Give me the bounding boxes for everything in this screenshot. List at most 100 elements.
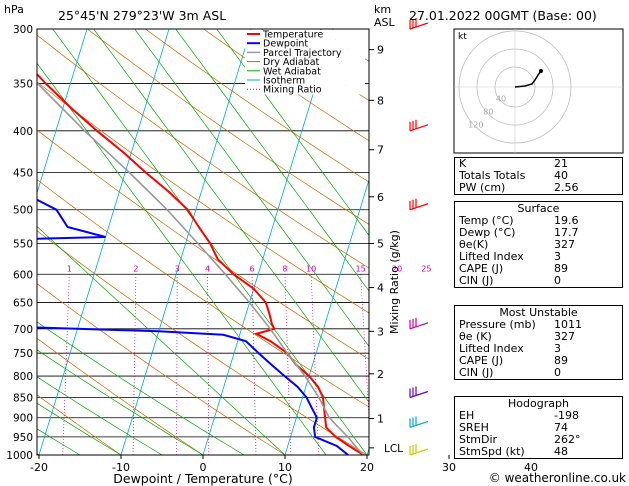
isotherm-line [284,178,369,455]
km-tick-label: 3 [377,325,384,338]
surface-theta-label: θe(K) [459,238,489,251]
dry-adiabat-line [37,394,122,455]
mu-pressure-label: Pressure (mb) [459,318,536,331]
pressure-tick-label: 900 [13,413,33,425]
x-tick-label: 0 [200,461,207,474]
hodograph-ring-label: 80 [483,107,493,116]
x-tick-label: 20 [360,461,374,474]
pressure-tick-label: 1000 [6,450,33,462]
wet-adiabat-line [37,225,286,455]
mixing-ratio-label: 15 [355,264,365,273]
hodograph-title: Hodograph [508,397,569,410]
km-tick-label: 7 [377,144,384,157]
surface-cin-label: CIN (J) [459,274,494,287]
mixing-ratio-labels: 1 2 3 4 6 8 10 15 20 25 [67,264,432,273]
mixing-ratio-line [176,274,178,455]
dry-adiabat-line [37,81,369,314]
dewpoint-line [37,198,349,455]
mixing-ratio-line [207,274,210,455]
k-index-value: 21 [554,157,568,170]
wet-adiabat-line [37,402,122,455]
isotherm-line [37,29,88,195]
wet-adiabat-line [93,29,369,403]
mu-li-value: 3 [554,342,561,355]
dry-adiabat-line [37,337,204,455]
stmspd-value: 48 [554,445,568,458]
wet-adiabat-line [37,349,204,455]
mu-li-label: Lifted Index [459,342,524,355]
pressure-tick-label: 600 [13,269,33,281]
dry-adiabat-line [37,129,369,360]
dry-adiabat-line [37,179,369,408]
mixing-ratio-line [426,274,441,455]
hodograph-ring-label: 120 [468,120,483,129]
surface-cape-value: 89 [554,262,568,275]
totals-totals-label: Totals Totals [459,169,526,182]
legend-label: Mixing Ratio [263,85,322,96]
pressure-tick-label: 850 [13,392,33,404]
mixing-ratio-label: 4 [205,264,210,273]
isotherm-line [120,29,252,455]
mixing-ratio-line [284,274,292,455]
mixing-ratio-label: 3 [175,264,180,273]
wet-adiabat-line [52,29,368,455]
surface-title: Surface [517,202,560,215]
legend-bg [245,48,365,58]
wet-adiabat-line [37,321,245,455]
sreh-value: 74 [554,421,568,434]
hodograph-table: Hodograph EH -198 SREH 74 StmDir 262° StmSp… [454,396,623,459]
eh-value: -198 [554,409,579,422]
legend-label: Dewpoint [263,39,308,50]
pressure-tick-label: 450 [13,167,33,179]
km-tick-label: 1 [377,413,384,426]
pressure-tick-label: 750 [13,348,33,360]
km-tick-label: 5 [377,237,384,250]
km-label: km [374,3,391,16]
surface-table: Surface Temp (°C) 19.6 Dewp (°C) 17.7 θe(K… [454,201,623,288]
pressure-tick-label: 400 [13,126,33,138]
mixing-ratio-label: 20 [392,264,402,273]
x-tick-label: -10 [112,461,130,474]
pressure-tick-label: 950 [13,432,33,444]
mixing-ratio-label: 2 [133,264,138,273]
pressure-tick-label: 300 [13,24,33,36]
mu-cin-label: CIN (J) [459,366,494,379]
mixing-ratio-line [360,274,369,424]
y-axis-label: Mixing Ratio (g/kg) [388,230,401,334]
wet-adiabat-line [175,29,369,292]
indices-table: K 21 Totals Totals 40 PW (cm) 2.56 [454,157,623,195]
asl-label: ASL [374,16,396,29]
mu-cin-value: 0 [554,366,561,379]
surface-cin-value: 0 [554,274,561,287]
legend-label: Wet Adiabat [263,66,321,77]
most-unstable-table: Most Unstable Pressure (mb) 1011 θe (K) 32… [454,305,623,380]
mu-pressure-value: 1011 [554,318,582,331]
mixing-ratio-line [310,274,320,455]
wet-adiabat-line [37,376,163,455]
hodograph-trace [514,70,542,88]
x-tick-label: -20 [30,461,48,474]
mu-theta-label: θe (K) [459,330,492,343]
dry-adiabat-line [37,230,368,455]
dry-adiabat-line [145,29,369,183]
mixing-ratio-line [251,274,257,455]
pw-label: PW (cm) [459,181,506,194]
surface-dewp-value: 17.7 [554,226,579,239]
isotherm-line [0,29,5,455]
x-tick-label: 10 [278,461,292,474]
surface-li-label: Lifted Index [459,250,524,263]
pressure-tick-label: 800 [13,371,33,383]
wet-adiabat-line [37,62,327,455]
datetime-title: 27.01.2022 00GMT (Base: 00) [409,8,597,23]
x-tick-label: 30 [442,461,456,474]
pressure-tick-label: 700 [13,324,33,336]
isotherm-line [38,29,170,455]
x-axis-label: Dewpoint / Temperature (°C) [113,471,292,486]
mixing-ratio-label: 6 [250,264,255,273]
dry-adiabat-line [87,29,369,225]
legend-bg [245,66,365,76]
mixing-ratio-line [132,274,137,455]
x-tick-label: 40 [524,461,538,474]
